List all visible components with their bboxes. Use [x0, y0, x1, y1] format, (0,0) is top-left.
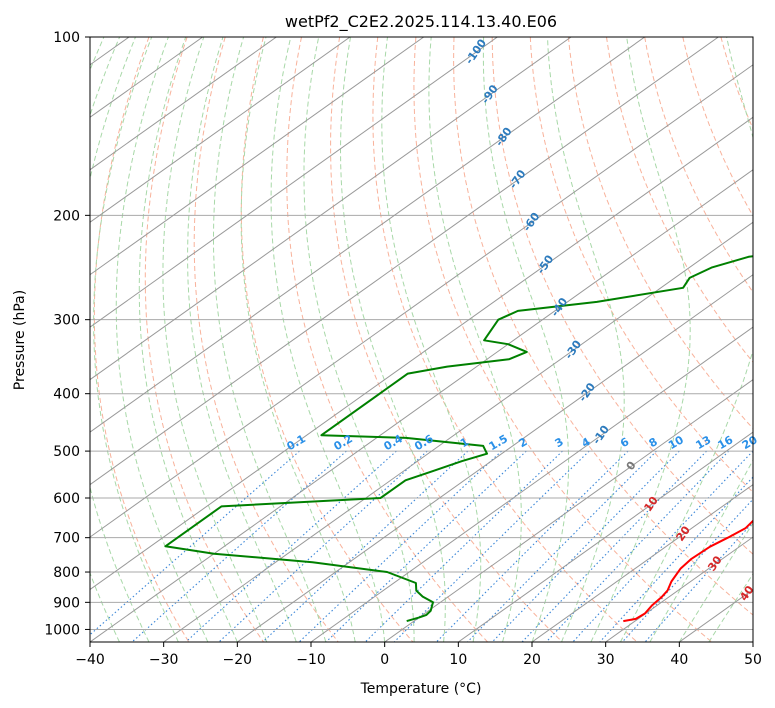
isotherm-gridline	[531, 483, 753, 642]
x-tick-label: 0	[380, 652, 389, 668]
y-tick-label: 500	[53, 444, 80, 460]
y-tick-label: 800	[53, 565, 80, 581]
y-tick-label: 700	[53, 531, 80, 547]
dry-adiabat	[372, 37, 638, 642]
temperature-profile	[623, 519, 753, 623]
mixing-ratio-line	[364, 450, 563, 642]
y-tick-label: 400	[53, 387, 80, 403]
mixing-ratio-line	[218, 450, 428, 642]
x-tick-label: −10	[296, 652, 326, 668]
isotherm-gridline	[90, 37, 719, 486]
y-tick-label: 1000	[44, 622, 80, 638]
moist-adiabat	[162, 37, 268, 642]
isotherm-gridline	[90, 64, 753, 538]
moist-adiabat	[115, 37, 209, 642]
dry-adiabat	[240, 37, 414, 642]
x-tick-label: 40	[670, 652, 688, 668]
isotherm-gridline	[90, 37, 572, 381]
moist-adiabat	[270, 37, 386, 642]
isotherm-gridline	[384, 379, 753, 642]
moist-adiabat	[213, 37, 327, 642]
moist-adiabat	[547, 37, 625, 642]
moist-adiabat	[482, 37, 570, 642]
isotherm-gridline	[90, 37, 646, 433]
x-axis-title: Temperature (°C)	[360, 681, 482, 697]
isotherm-gridline	[90, 37, 425, 276]
moist-adiabats	[90, 37, 753, 642]
plot-area	[90, 37, 753, 642]
isotherm-gridline	[605, 536, 753, 642]
y-tick-label: 900	[53, 595, 80, 611]
moist-adiabat	[138, 37, 238, 642]
mixing-ratio-line	[545, 450, 730, 642]
isotherm-gridline	[90, 116, 753, 591]
mixing-ratio-line	[491, 450, 680, 642]
moist-adiabat	[240, 37, 356, 642]
dry-adiabats	[93, 37, 753, 642]
dry-adiabat	[644, 37, 753, 294]
mixing-ratio-line	[521, 450, 707, 642]
moist-adiabat	[678, 522, 753, 642]
chart-title: wetPf2_C2E2.2025.114.13.40.E06	[285, 12, 557, 32]
dry-adiabat	[93, 37, 190, 642]
mixing-ratio-line	[572, 450, 753, 642]
y-tick-label: 100	[53, 30, 80, 46]
moist-adiabat	[187, 37, 297, 642]
dry-adiabat	[286, 37, 488, 642]
dry-adiabat	[144, 37, 264, 642]
x-tick-label: −40	[75, 652, 105, 668]
x-tick-label: 20	[523, 652, 541, 668]
x-tick-label: 10	[449, 652, 467, 668]
isotherm-gridline	[90, 37, 498, 328]
moist-adiabat	[303, 37, 415, 642]
x-tick-label: 50	[744, 652, 762, 668]
isotherm-gridline	[237, 274, 753, 642]
mixing-ratio-line	[599, 476, 753, 642]
moist-adiabat	[708, 573, 753, 642]
moist-adiabat	[339, 37, 446, 642]
dewpoint-profile	[164, 255, 753, 623]
x-tick-label: −30	[149, 652, 179, 668]
isotherm-gridline	[310, 326, 753, 642]
moist-adiabat	[649, 459, 753, 642]
dry-adiabat	[453, 37, 753, 616]
isotherm-gridline	[90, 169, 753, 642]
mixing-ratio-line	[467, 450, 657, 642]
dry-adiabat	[567, 37, 753, 430]
y-tick-label: 200	[53, 208, 80, 224]
isotherm-gridline	[163, 221, 753, 642]
y-tick-label: 600	[53, 491, 80, 507]
mixing-ratio-line	[298, 450, 502, 642]
y-axis-title: Pressure (hPa)	[12, 290, 28, 390]
dry-adiabat	[413, 37, 713, 642]
isotherm-gridline	[458, 431, 753, 642]
dry-adiabat	[491, 37, 753, 555]
moist-adiabat	[381, 37, 482, 642]
y-tick-label: 300	[53, 313, 80, 329]
x-tick-label: 30	[597, 652, 615, 668]
mixing-ratio-line	[436, 450, 629, 642]
isotherm-gridline	[90, 37, 351, 223]
isotherm-gridline	[90, 37, 277, 171]
x-tick-label: −20	[223, 652, 253, 668]
isobar-grid	[90, 37, 753, 630]
axes: −40 −30 −20 −10 0 10 20 30 40 50 100 200 300 400 500 60…	[44, 30, 762, 668]
profile-curves	[164, 255, 753, 623]
dry-adiabat	[193, 37, 339, 642]
isotherm-grid	[90, 37, 753, 642]
moist-adiabat	[428, 37, 522, 642]
mixing-ratio-line	[185, 450, 397, 642]
plot-frame	[89, 36, 754, 643]
